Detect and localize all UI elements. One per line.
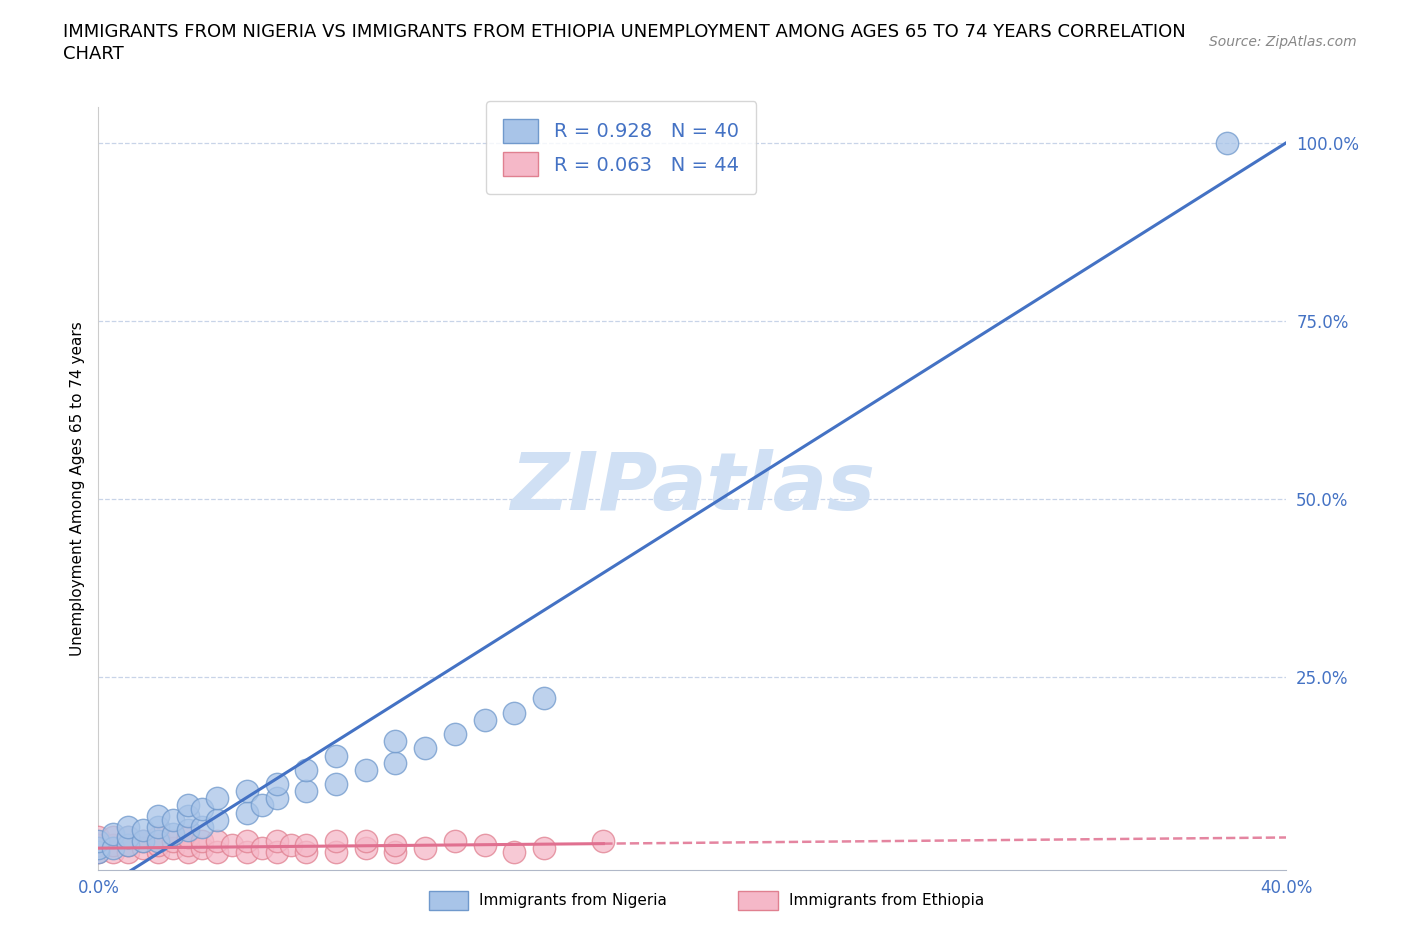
Point [474,837,496,852]
Point [205,833,228,848]
Point [132,841,155,856]
Point [325,748,347,763]
Point [325,833,347,848]
Point [132,823,155,838]
Point [117,844,139,859]
Point [117,837,139,852]
Point [176,830,198,845]
Point [503,705,526,720]
Point [205,812,228,827]
Point [87,837,110,852]
Point [236,833,259,848]
Point [354,833,377,848]
Point [146,819,169,834]
Text: Source: ZipAtlas.com: Source: ZipAtlas.com [1209,35,1357,49]
Point [146,809,169,824]
Point [205,790,228,805]
Point [250,841,273,856]
Point [87,844,110,859]
Point [503,844,526,859]
Point [146,833,169,848]
Point [103,844,125,859]
Point [1216,135,1239,150]
Point [533,691,555,706]
Point [191,802,214,817]
Point [295,837,318,852]
Point [132,833,155,848]
Point [87,841,110,856]
Point [266,833,288,848]
Point [384,734,406,749]
Point [176,837,198,852]
Text: Immigrants from Nigeria: Immigrants from Nigeria [479,893,668,908]
Point [146,830,169,845]
Point [146,837,169,852]
Point [162,833,184,848]
Point [117,830,139,845]
Point [176,798,198,813]
Point [191,841,214,856]
Point [474,712,496,727]
Point [384,837,406,852]
Point [87,833,110,848]
Point [162,812,184,827]
Point [221,837,243,852]
Point [236,805,259,820]
Point [162,827,184,842]
Point [413,741,436,756]
Y-axis label: Unemployment Among Ages 65 to 74 years: Unemployment Among Ages 65 to 74 years [69,321,84,656]
Point [443,726,465,741]
Point [295,844,318,859]
Point [592,833,614,848]
Point [117,819,139,834]
Point [132,833,155,848]
Point [191,819,214,834]
Point [354,841,377,856]
Point [146,844,169,859]
Point [103,827,125,842]
Point [250,798,273,813]
Point [325,777,347,791]
Point [236,784,259,799]
Point [266,844,288,859]
Point [413,841,436,856]
Point [266,790,288,805]
Point [325,844,347,859]
Point [280,837,302,852]
Point [87,830,110,845]
Point [191,833,214,848]
Point [295,784,318,799]
Point [176,823,198,838]
Point [103,830,125,845]
Point [384,755,406,770]
Point [533,841,555,856]
Text: CHART: CHART [63,45,124,62]
Point [384,844,406,859]
Point [295,763,318,777]
Point [103,841,125,856]
Point [117,830,139,845]
Point [176,844,198,859]
Legend: R = 0.928   N = 40, R = 0.063   N = 44: R = 0.928 N = 40, R = 0.063 N = 44 [486,101,756,193]
Point [443,833,465,848]
Point [266,777,288,791]
Point [176,809,198,824]
Point [162,841,184,856]
Point [117,837,139,852]
Point [87,844,110,859]
Point [354,763,377,777]
Point [205,844,228,859]
Point [103,837,125,852]
Point [236,844,259,859]
Text: Immigrants from Ethiopia: Immigrants from Ethiopia [789,893,984,908]
Text: ZIPatlas: ZIPatlas [510,449,875,527]
Text: IMMIGRANTS FROM NIGERIA VS IMMIGRANTS FROM ETHIOPIA UNEMPLOYMENT AMONG AGES 65 T: IMMIGRANTS FROM NIGERIA VS IMMIGRANTS FR… [63,23,1187,41]
